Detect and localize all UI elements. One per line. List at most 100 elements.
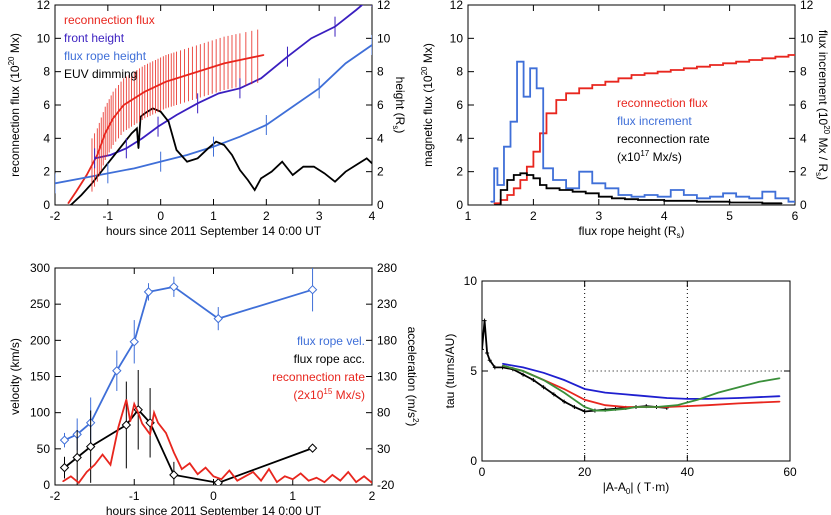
panel-bottom-left: -2 -1 0 1 2 0 50 100 150 200 250 300 -20 30 80 130 180 23…: [8, 261, 420, 515]
data-point: [236, 480, 238, 482]
legend-item: flux rope height: [64, 49, 147, 63]
data-point: [493, 167, 495, 169]
data-point: [594, 410, 596, 412]
data-point: [101, 454, 104, 456]
data-point: [223, 144, 225, 146]
data-layer: [490, 54, 795, 205]
data-point: [794, 54, 795, 56]
data-point: [334, 181, 336, 183]
data-point: [292, 106, 294, 108]
data-point: [165, 432, 167, 434]
series-line-red: [502, 364, 780, 408]
legend-item: flux rope vel.: [297, 334, 365, 348]
y-tick-label: 10: [37, 31, 51, 45]
y-tick-label: 4: [43, 131, 50, 145]
data-point: [683, 67, 685, 69]
y2-tick-label: 0: [377, 198, 384, 212]
data-point: [663, 200, 665, 202]
data-point: [109, 464, 112, 466]
data-point: [339, 480, 341, 482]
y-tick-label: 8: [43, 65, 50, 79]
y2-tick-label: 6: [800, 98, 807, 112]
data-point: [94, 464, 96, 466]
data-point: [555, 99, 557, 101]
data-point: [75, 191, 77, 193]
data-point: [197, 473, 199, 475]
data-point: [86, 471, 88, 473]
x-tick-label: -1: [129, 489, 140, 503]
data-point: [542, 167, 544, 169]
legend-item: reconnection flux: [617, 96, 708, 110]
y2-tick-label: 2: [377, 165, 384, 179]
data-point: [543, 379, 545, 381]
data-point: [779, 401, 781, 403]
data-point: [630, 196, 633, 198]
data-point: [563, 379, 565, 381]
data-point: [244, 475, 246, 477]
legend-note: (2x1015 Mx/s): [293, 387, 365, 402]
data-point: [215, 141, 217, 143]
y-axis-label: magnetic flux (1020 Mx): [420, 43, 435, 167]
data-point: [779, 395, 781, 397]
data-point: [761, 57, 763, 59]
data-point: [761, 202, 763, 204]
data-point: [657, 196, 659, 198]
data-point: [643, 72, 646, 74]
data-point: [519, 179, 521, 181]
data-layer: [59, 268, 372, 485]
data-point: [496, 184, 499, 186]
data-point: [670, 69, 672, 71]
x-tick-label: 0: [157, 209, 164, 223]
data-point: [169, 470, 179, 480]
data-point: [500, 189, 502, 191]
data-point: [748, 197, 750, 199]
data-point: [355, 9, 357, 11]
x-tick-label: 6: [792, 209, 799, 223]
data-point: [121, 420, 132, 430]
y-tick-label: 300: [30, 261, 50, 275]
data-point: [344, 171, 347, 173]
y-tick-label: 2: [456, 165, 463, 179]
data-point: [487, 358, 492, 363]
x-axis-label: flux rope height (Rs): [578, 224, 684, 240]
y2-tick-label: 4: [800, 131, 807, 145]
data-point: [604, 392, 606, 394]
data-point: [331, 474, 333, 476]
data-point: [173, 451, 175, 454]
data-point: [565, 92, 567, 94]
data-point: [231, 154, 233, 156]
data-point: [637, 199, 639, 201]
data-point: [551, 392, 556, 397]
data-point: [344, 62, 347, 64]
series-line-flux-increment: [490, 60, 795, 203]
data-point: [722, 192, 724, 194]
data-point: [552, 179, 554, 181]
data-point: [355, 481, 357, 483]
data-point: [139, 116, 142, 118]
data-point: [696, 66, 698, 68]
data-point: [308, 480, 310, 482]
x-tick-label: 2: [263, 209, 270, 223]
data-point: [509, 121, 512, 123]
x-tick-label: 0: [479, 465, 486, 479]
data-point: [516, 61, 518, 63]
data-point: [635, 406, 637, 408]
data-point: [355, 164, 357, 166]
y-tick-label: 6: [456, 98, 463, 112]
data-point: [80, 194, 83, 196]
legend-item: reconnection rate: [272, 370, 365, 384]
data-point: [186, 161, 188, 163]
data-point: [157, 422, 159, 424]
data-point: [709, 64, 711, 66]
y-tick-label: 10: [450, 31, 464, 45]
data-point: [300, 472, 302, 475]
series-line-flux-rope-acc-: [63, 408, 313, 484]
data-point: [657, 71, 659, 73]
y-tick-label: 0: [470, 454, 477, 468]
data-point: [137, 147, 140, 149]
data-point: [522, 366, 524, 368]
x-tick-label: -2: [50, 489, 61, 503]
y2-tick-label: 6: [377, 98, 384, 112]
y-tick-label: 0: [43, 198, 50, 212]
y2-axis-label: height (Rs): [391, 77, 407, 134]
